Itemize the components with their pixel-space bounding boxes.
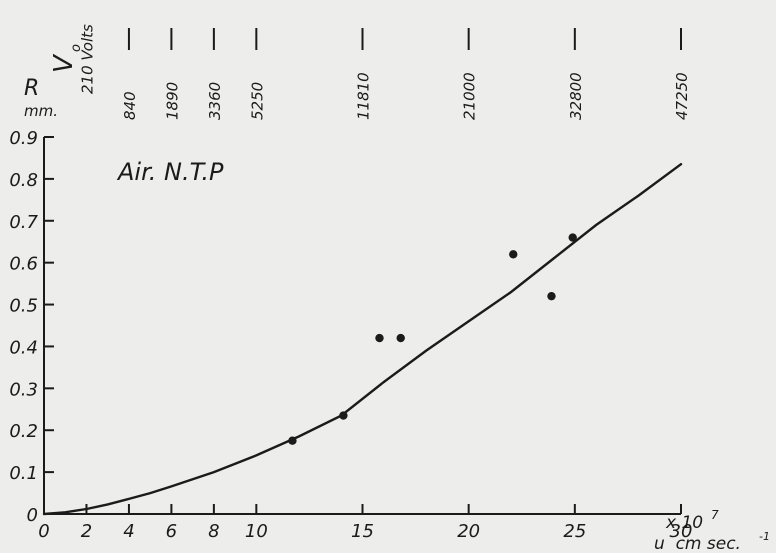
chart-annotation: Air. N.T.P bbox=[116, 158, 224, 186]
top-tick-label: 840 bbox=[121, 91, 139, 120]
x-axis-label-superscript: -1 bbox=[759, 530, 770, 543]
y-tick-label: 0.4 bbox=[9, 337, 38, 358]
data-point bbox=[375, 333, 384, 343]
y-tick-label: 0 bbox=[27, 505, 38, 526]
x-tick-label: 25 bbox=[563, 521, 586, 542]
y-ticks: 0 0.1 0.2 0.3 0.4 0.5 0.6 0.7 0.8 0.9 bbox=[9, 128, 54, 526]
data-point bbox=[288, 436, 297, 445]
data-points bbox=[288, 233, 577, 445]
data-point bbox=[568, 233, 577, 242]
x-tick-label: 15 bbox=[351, 521, 374, 542]
top-tick-label: 5250 bbox=[248, 82, 266, 120]
y-axis-unit: mm. bbox=[24, 102, 58, 120]
top-axis-label-subscript: o bbox=[69, 44, 84, 52]
y-tick-label: 0.5 bbox=[9, 296, 38, 317]
top-tick-label: 1890 bbox=[163, 82, 181, 120]
top-tick-label: 32800 bbox=[567, 72, 585, 120]
y-tick-label: 0.8 bbox=[9, 170, 38, 191]
top-axis-label: V bbox=[49, 53, 79, 73]
y-axis-label: R bbox=[24, 76, 39, 101]
top-tick-label: 47250 bbox=[673, 72, 691, 120]
x-tick-label: 30 bbox=[670, 521, 693, 542]
data-point bbox=[339, 411, 348, 420]
top-tick-label: 11810 bbox=[355, 72, 373, 120]
data-point bbox=[547, 291, 556, 301]
x-tick-label: 4 bbox=[123, 521, 134, 542]
x-tick-label: 0 bbox=[38, 521, 49, 542]
y-tick-label: 0.2 bbox=[9, 421, 38, 442]
y-tick-label: 0.9 bbox=[9, 128, 38, 149]
fit-curve bbox=[42, 163, 683, 516]
top-tick-label: 3360 bbox=[206, 82, 224, 120]
x-tick-label: 20 bbox=[457, 521, 480, 542]
x-tick-label: 8 bbox=[208, 521, 219, 542]
y-tick-label: 0.3 bbox=[9, 379, 38, 400]
x-tick-label: 10 bbox=[245, 521, 268, 542]
x-tick-label: 6 bbox=[166, 521, 177, 542]
y-tick-label: 0.7 bbox=[9, 212, 38, 233]
axes-frame bbox=[43, 137, 681, 515]
x-axis-label: u cm sec. bbox=[654, 534, 741, 553]
x-multiplier-label: x 10 bbox=[665, 513, 703, 533]
y-tick-label: 0.1 bbox=[9, 463, 38, 484]
x-tick-label: 2 bbox=[81, 521, 92, 542]
data-point bbox=[396, 333, 405, 343]
x-multiplier-exponent: 7 bbox=[711, 508, 719, 522]
y-tick-label: 0.6 bbox=[9, 254, 38, 275]
top-voltage-ticks: 210 Volts 840 1890 3360 5250 11810 21000 32800 4… bbox=[78, 24, 691, 120]
top-tick-label: 21000 bbox=[461, 72, 479, 120]
top-tick-label: 210 Volts bbox=[78, 24, 96, 94]
data-point bbox=[509, 250, 518, 259]
x-ticks: 0 2 4 6 8 10 15 20 25 30 bbox=[38, 504, 692, 542]
